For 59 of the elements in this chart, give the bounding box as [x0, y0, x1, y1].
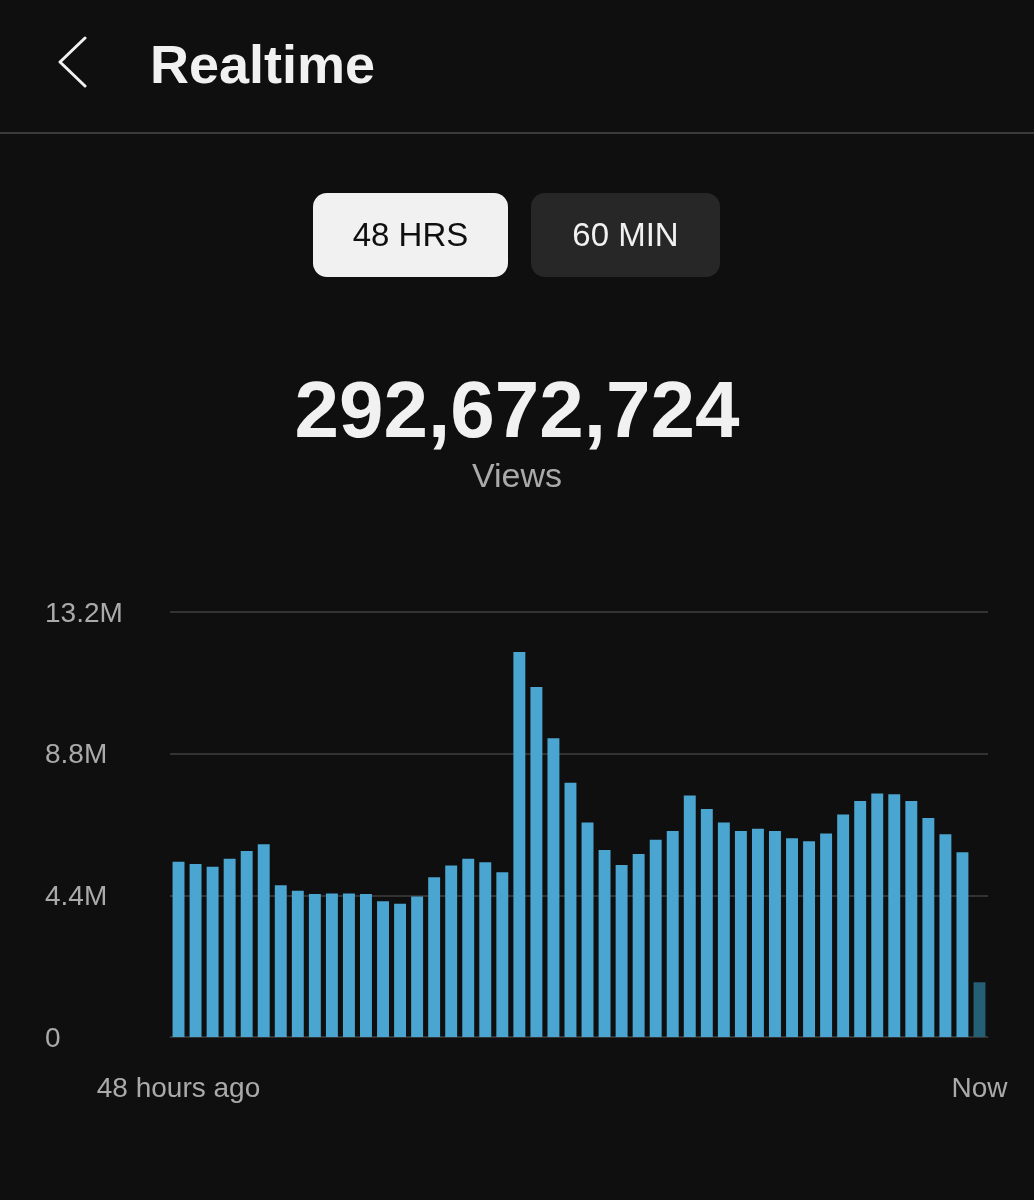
bar [786, 838, 798, 1037]
text: 60 MIN [531, 193, 720, 277]
bar [462, 858, 475, 1037]
bar [325, 893, 338, 1037]
bar [428, 877, 441, 1037]
bar [956, 852, 969, 1037]
bar [666, 830, 679, 1037]
bar [274, 885, 287, 1037]
text: 292,672,724 [294, 365, 740, 454]
bar [189, 864, 202, 1037]
bar [734, 830, 747, 1037]
bar [513, 651, 526, 1037]
y-tick-label: 13.2M [45, 596, 123, 628]
bar [394, 903, 407, 1037]
bar [530, 687, 543, 1037]
bar [411, 896, 424, 1037]
y-tick-label: 4.4M [45, 879, 108, 911]
bar [837, 814, 850, 1037]
bar [496, 872, 509, 1037]
bar [360, 894, 372, 1037]
bar [649, 839, 662, 1037]
bar [564, 782, 577, 1037]
bar [598, 849, 611, 1037]
bar [206, 866, 219, 1037]
x-tick-label: 48 hours ago [96, 1071, 261, 1103]
bar [291, 890, 304, 1037]
text: 48 HRS [313, 193, 508, 277]
text: Views [470, 455, 564, 496]
bar [223, 858, 236, 1037]
bar [683, 795, 696, 1037]
bar [479, 862, 492, 1037]
bar [769, 830, 781, 1037]
bar [257, 844, 270, 1037]
bar [700, 809, 713, 1037]
bar [871, 793, 884, 1037]
x-tick-label: Now [951, 1071, 1009, 1103]
bar [308, 894, 321, 1037]
bar [939, 834, 952, 1037]
bar [445, 865, 458, 1037]
bar [905, 801, 918, 1037]
bar [820, 833, 833, 1037]
bar [547, 738, 560, 1037]
bar [377, 901, 389, 1037]
y-tick-label: 8.8M [45, 738, 108, 770]
bar [717, 822, 730, 1037]
bar [342, 893, 355, 1037]
bar [888, 794, 901, 1037]
bar [854, 801, 867, 1037]
bar [803, 841, 816, 1037]
bar [922, 818, 935, 1037]
y-tick-label: 0 [45, 1021, 61, 1053]
bar [172, 861, 185, 1037]
chart-title: Realtime [150, 33, 376, 96]
bar [973, 982, 986, 1037]
bar [581, 822, 594, 1037]
bar [615, 865, 628, 1037]
bar [240, 850, 253, 1037]
bar [632, 854, 645, 1037]
bar [751, 828, 764, 1037]
